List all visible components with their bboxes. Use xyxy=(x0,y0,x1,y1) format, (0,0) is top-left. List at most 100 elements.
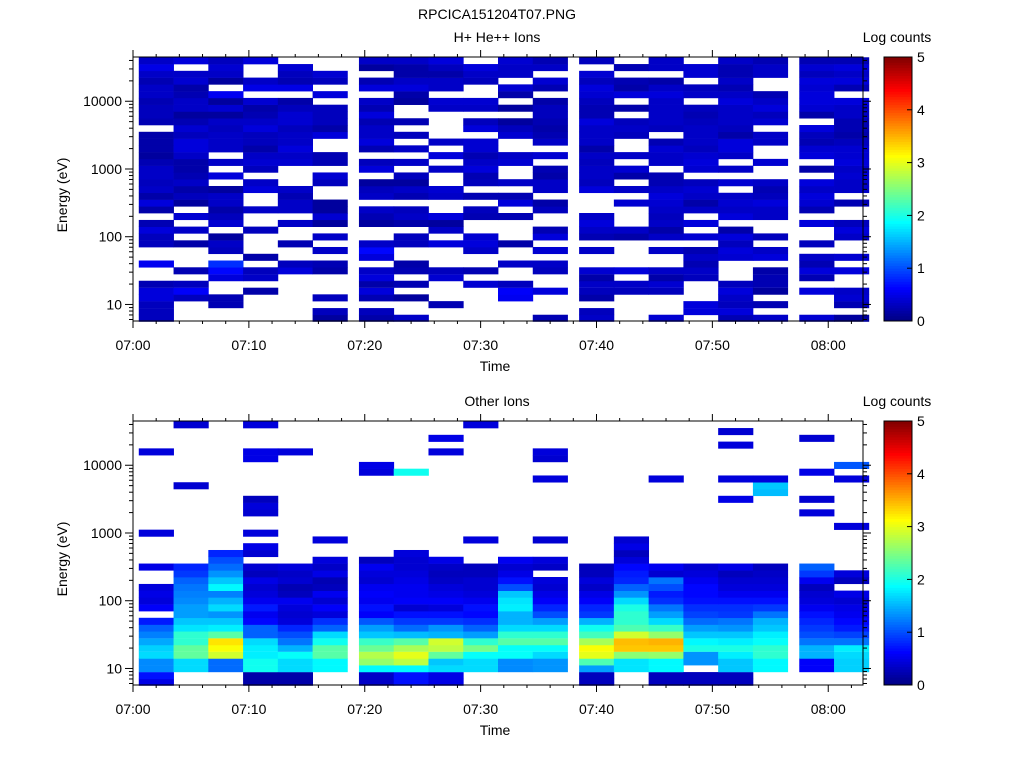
heatmap-cell xyxy=(138,165,174,173)
heatmap-cell xyxy=(173,570,209,578)
heatmap-cell xyxy=(393,233,429,241)
heatmap-cell xyxy=(752,658,789,666)
heatmap-cell xyxy=(752,111,789,119)
heatmap-cell xyxy=(358,111,395,119)
heatmap-cell xyxy=(579,672,615,680)
colorbar-frame xyxy=(883,420,913,686)
heatmap-cell xyxy=(173,104,209,112)
heatmap-cell xyxy=(312,118,348,126)
heatmap-cell xyxy=(648,665,684,673)
heatmap-cell xyxy=(138,644,174,652)
heatmap-cell xyxy=(683,131,719,139)
heatmap-cell xyxy=(579,131,615,139)
y-tick-label: 1000 xyxy=(91,161,122,177)
colorbar-segment xyxy=(884,679,912,683)
colorbar-segment xyxy=(884,152,912,156)
heatmap-cell xyxy=(138,529,174,537)
heatmap-cell xyxy=(463,597,499,605)
heatmap-cell xyxy=(498,638,534,646)
heatmap-cell xyxy=(312,213,348,221)
heatmap-cell xyxy=(648,118,684,126)
heatmap-cell xyxy=(208,610,244,619)
heatmap-cell xyxy=(683,260,719,268)
heatmap-cell xyxy=(428,185,464,194)
heatmap-cell xyxy=(138,260,174,268)
heatmap-cell xyxy=(393,219,429,227)
heatmap-cell xyxy=(393,97,429,105)
heatmap-cell xyxy=(498,158,534,166)
heatmap-cell xyxy=(718,658,754,666)
colorbar-segment xyxy=(884,671,912,675)
colorbar-segment xyxy=(884,75,912,79)
x-tick-label: 07:50 xyxy=(695,337,730,353)
heatmap-cell xyxy=(648,590,684,598)
colorbar-segment xyxy=(884,186,912,190)
heatmap-cell xyxy=(799,274,835,282)
colorbar: 0 1 2 3 4 5 xyxy=(883,49,925,329)
heatmap-cell xyxy=(648,597,684,605)
heatmap-cell xyxy=(683,570,719,578)
heatmap-cell xyxy=(532,226,568,234)
heatmap-cell xyxy=(752,246,789,255)
heatmap-cell xyxy=(718,104,754,112)
heatmap-cell xyxy=(834,64,870,72)
heatmap-cell xyxy=(463,152,499,160)
heatmap-cell xyxy=(428,192,464,200)
heatmap-cell xyxy=(799,179,835,187)
y-tick-label: 10 xyxy=(106,660,122,676)
heatmap-cell xyxy=(718,665,754,673)
heatmap-cell xyxy=(173,644,209,652)
heatmap-cell xyxy=(463,536,499,544)
heatmap-cell xyxy=(532,185,568,194)
heatmap-cell xyxy=(277,610,313,619)
heatmap-cell xyxy=(718,610,754,619)
heatmap-cell xyxy=(718,617,754,625)
heatmap-cell xyxy=(799,570,835,578)
heatmap-cell xyxy=(312,583,348,591)
heatmap-cell xyxy=(277,152,313,160)
heatmap-cell xyxy=(312,131,348,139)
heatmap-cell xyxy=(532,260,568,268)
panel-title: H+ He++ Ions xyxy=(454,29,541,45)
heatmap-cell xyxy=(393,192,429,200)
heatmap-cell xyxy=(683,301,719,309)
heatmap-cell xyxy=(834,219,870,227)
heatmap-cell xyxy=(173,152,209,160)
heatmap-cell xyxy=(208,118,244,126)
heatmap-cell xyxy=(208,91,244,99)
heatmap-cell xyxy=(498,70,534,78)
colorbar-segment xyxy=(884,568,912,572)
heatmap-cell xyxy=(208,604,244,612)
heatmap-cell xyxy=(718,651,754,659)
heatmap-cell xyxy=(498,57,534,65)
heatmap-cell xyxy=(613,549,650,558)
heatmap-cell xyxy=(834,172,870,180)
colorbar-segment xyxy=(884,144,912,148)
heatmap-cell xyxy=(393,468,429,476)
heatmap-cell xyxy=(463,624,499,632)
heatmap-cell xyxy=(173,192,209,200)
heatmap-cell xyxy=(718,294,754,302)
colorbar-segment xyxy=(884,655,912,660)
heatmap-cell xyxy=(613,199,650,207)
heatmap-cell xyxy=(173,651,209,659)
heatmap-cell xyxy=(358,280,395,288)
heatmap-cell xyxy=(138,287,174,295)
heatmap-cell xyxy=(138,118,174,126)
heatmap-cell xyxy=(138,70,174,78)
heatmap-cell xyxy=(579,57,615,65)
colorbar-tick-label: 5 xyxy=(917,413,925,429)
heatmap-cell xyxy=(393,631,429,639)
heatmap-cell xyxy=(243,138,279,146)
heatmap-cell xyxy=(752,253,789,261)
heatmap-cell xyxy=(243,672,279,680)
heatmap-cell xyxy=(834,233,870,241)
heatmap-cell xyxy=(799,199,835,207)
heatmap-cell xyxy=(243,111,279,119)
heatmap-cell xyxy=(752,206,789,214)
heatmap-cell xyxy=(243,529,279,537)
colorbar-segment xyxy=(884,484,912,488)
heatmap-cell xyxy=(312,590,348,598)
heatmap-cell xyxy=(834,138,870,146)
heatmap-cell xyxy=(648,77,684,85)
